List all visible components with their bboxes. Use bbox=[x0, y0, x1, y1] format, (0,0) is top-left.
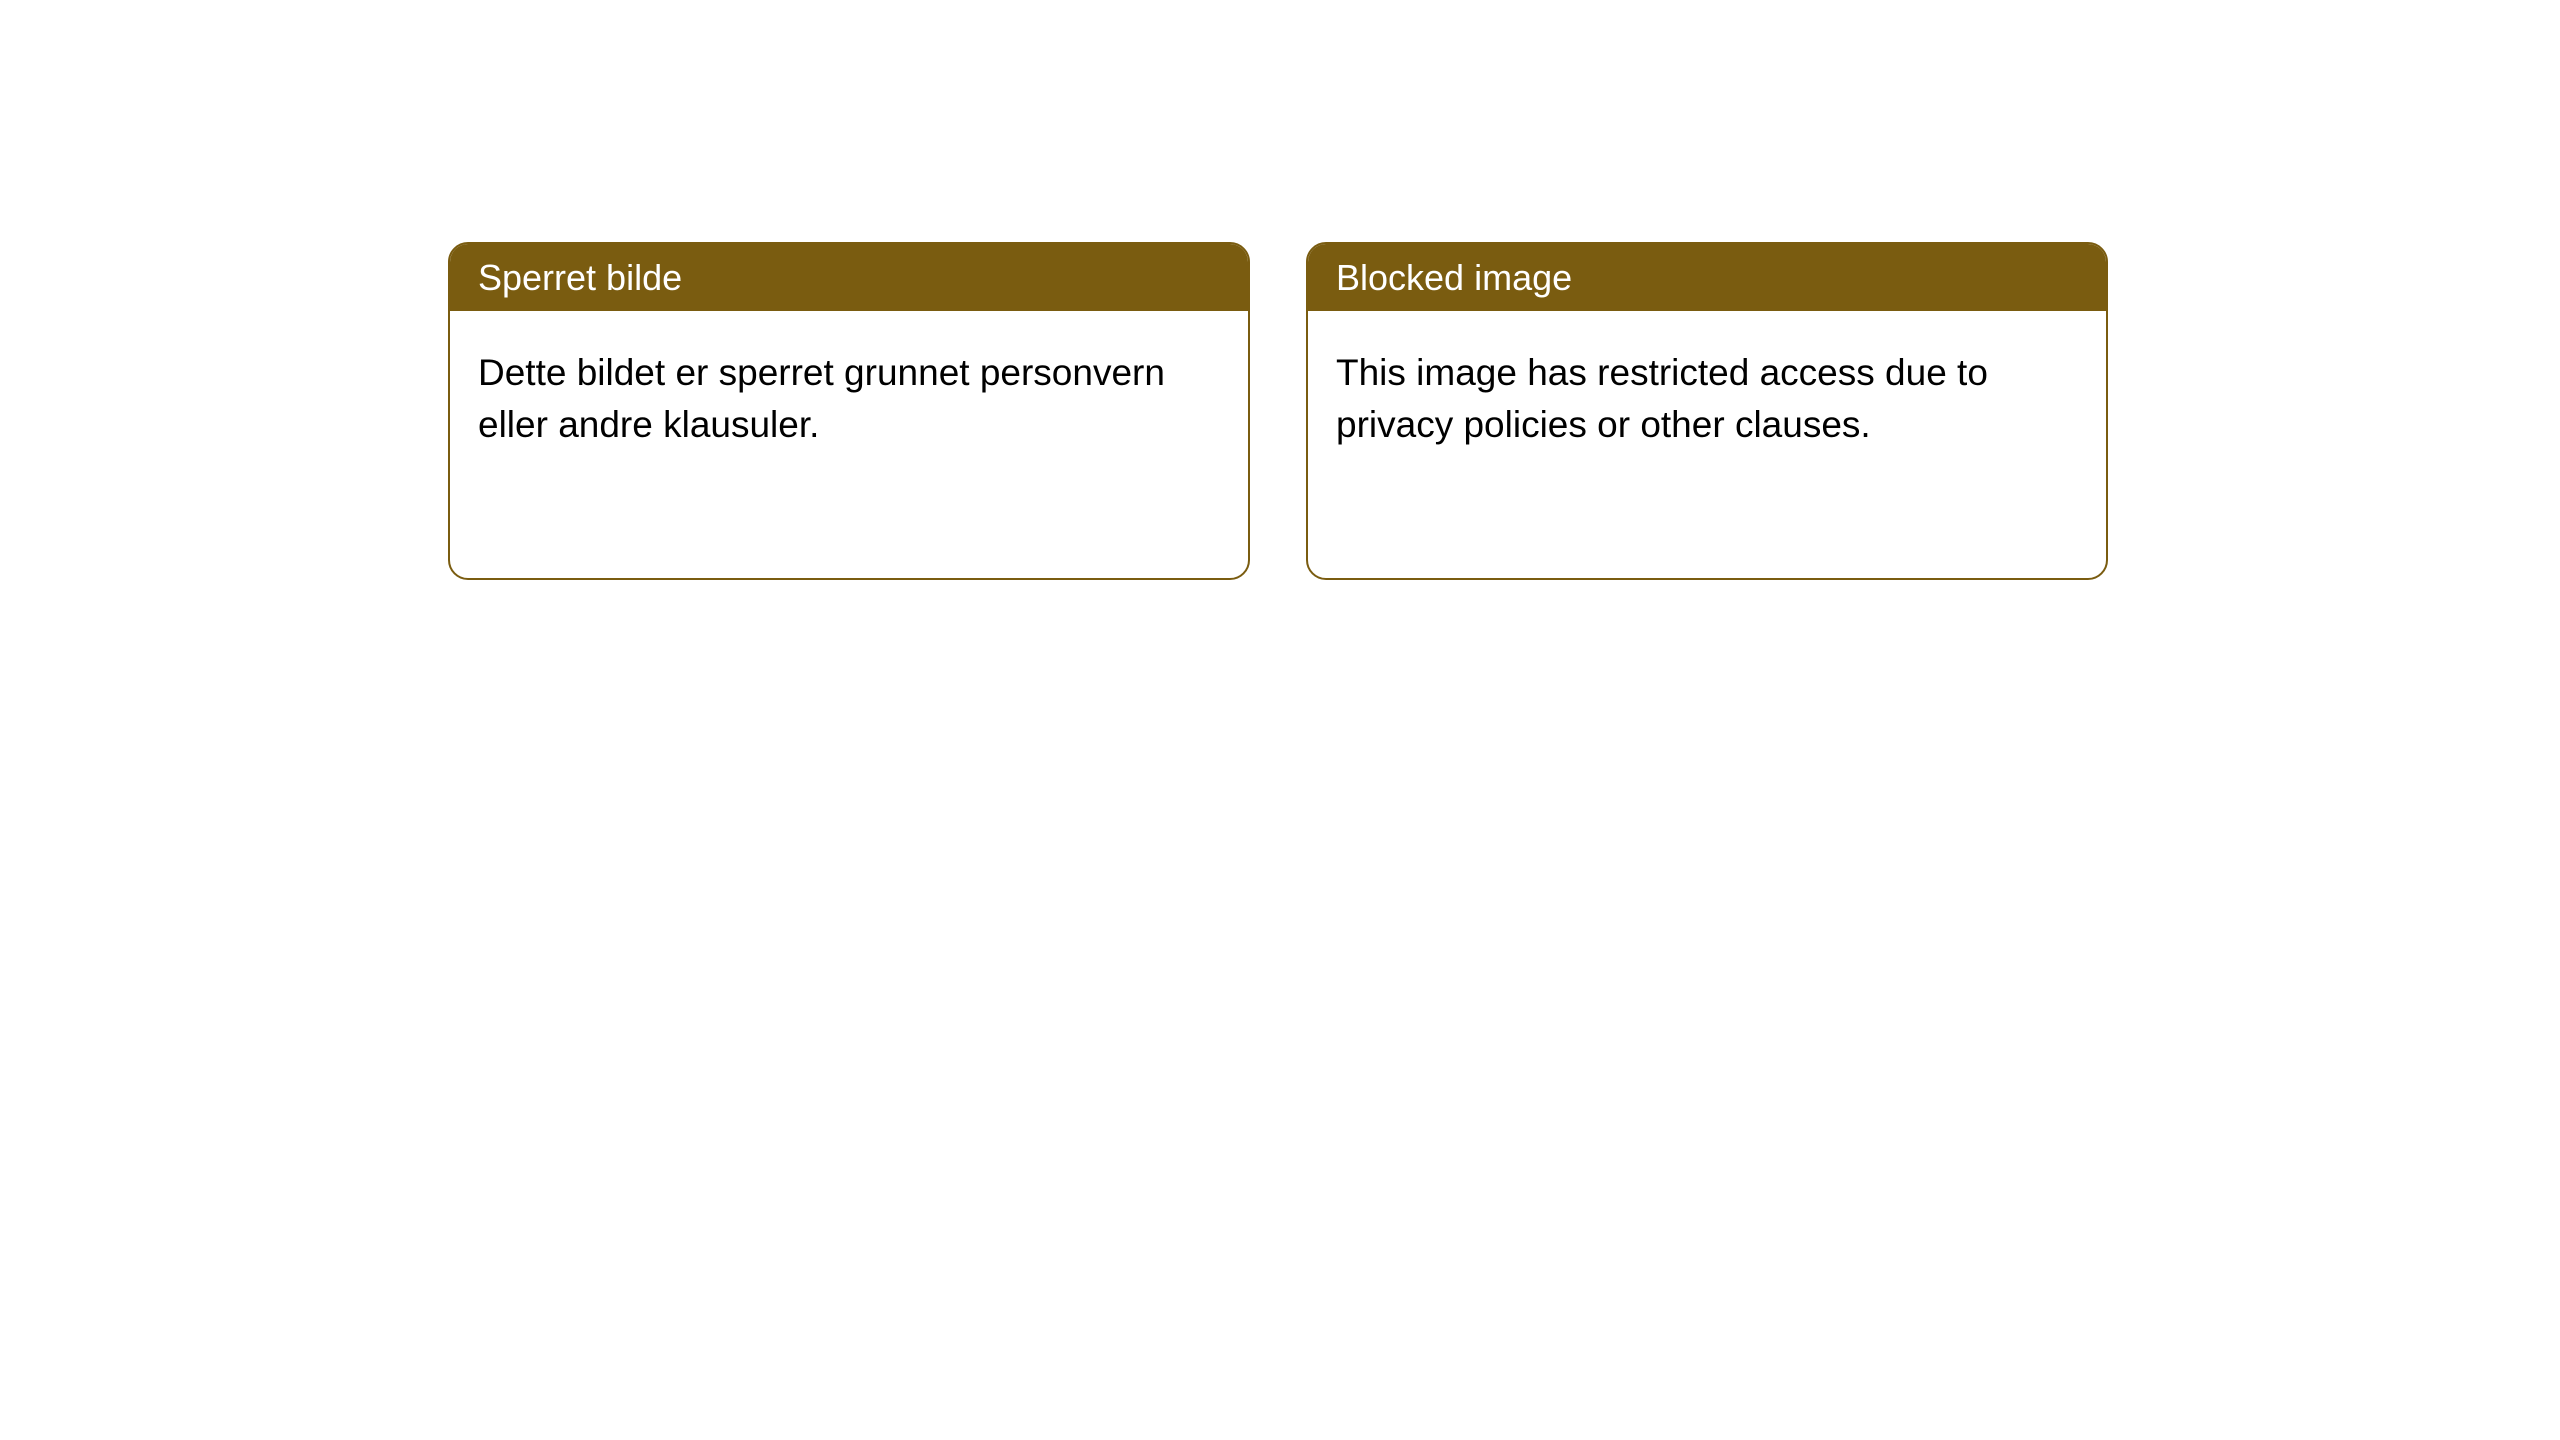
notice-card-body: Dette bildet er sperret grunnet personve… bbox=[450, 311, 1248, 487]
notice-card-body: This image has restricted access due to … bbox=[1308, 311, 2106, 487]
notice-card-norwegian: Sperret bilde Dette bildet er sperret gr… bbox=[448, 242, 1250, 580]
notice-card-title: Blocked image bbox=[1308, 244, 2106, 311]
notice-card-english: Blocked image This image has restricted … bbox=[1306, 242, 2108, 580]
notice-container: Sperret bilde Dette bildet er sperret gr… bbox=[0, 0, 2560, 580]
notice-card-title: Sperret bilde bbox=[450, 244, 1248, 311]
